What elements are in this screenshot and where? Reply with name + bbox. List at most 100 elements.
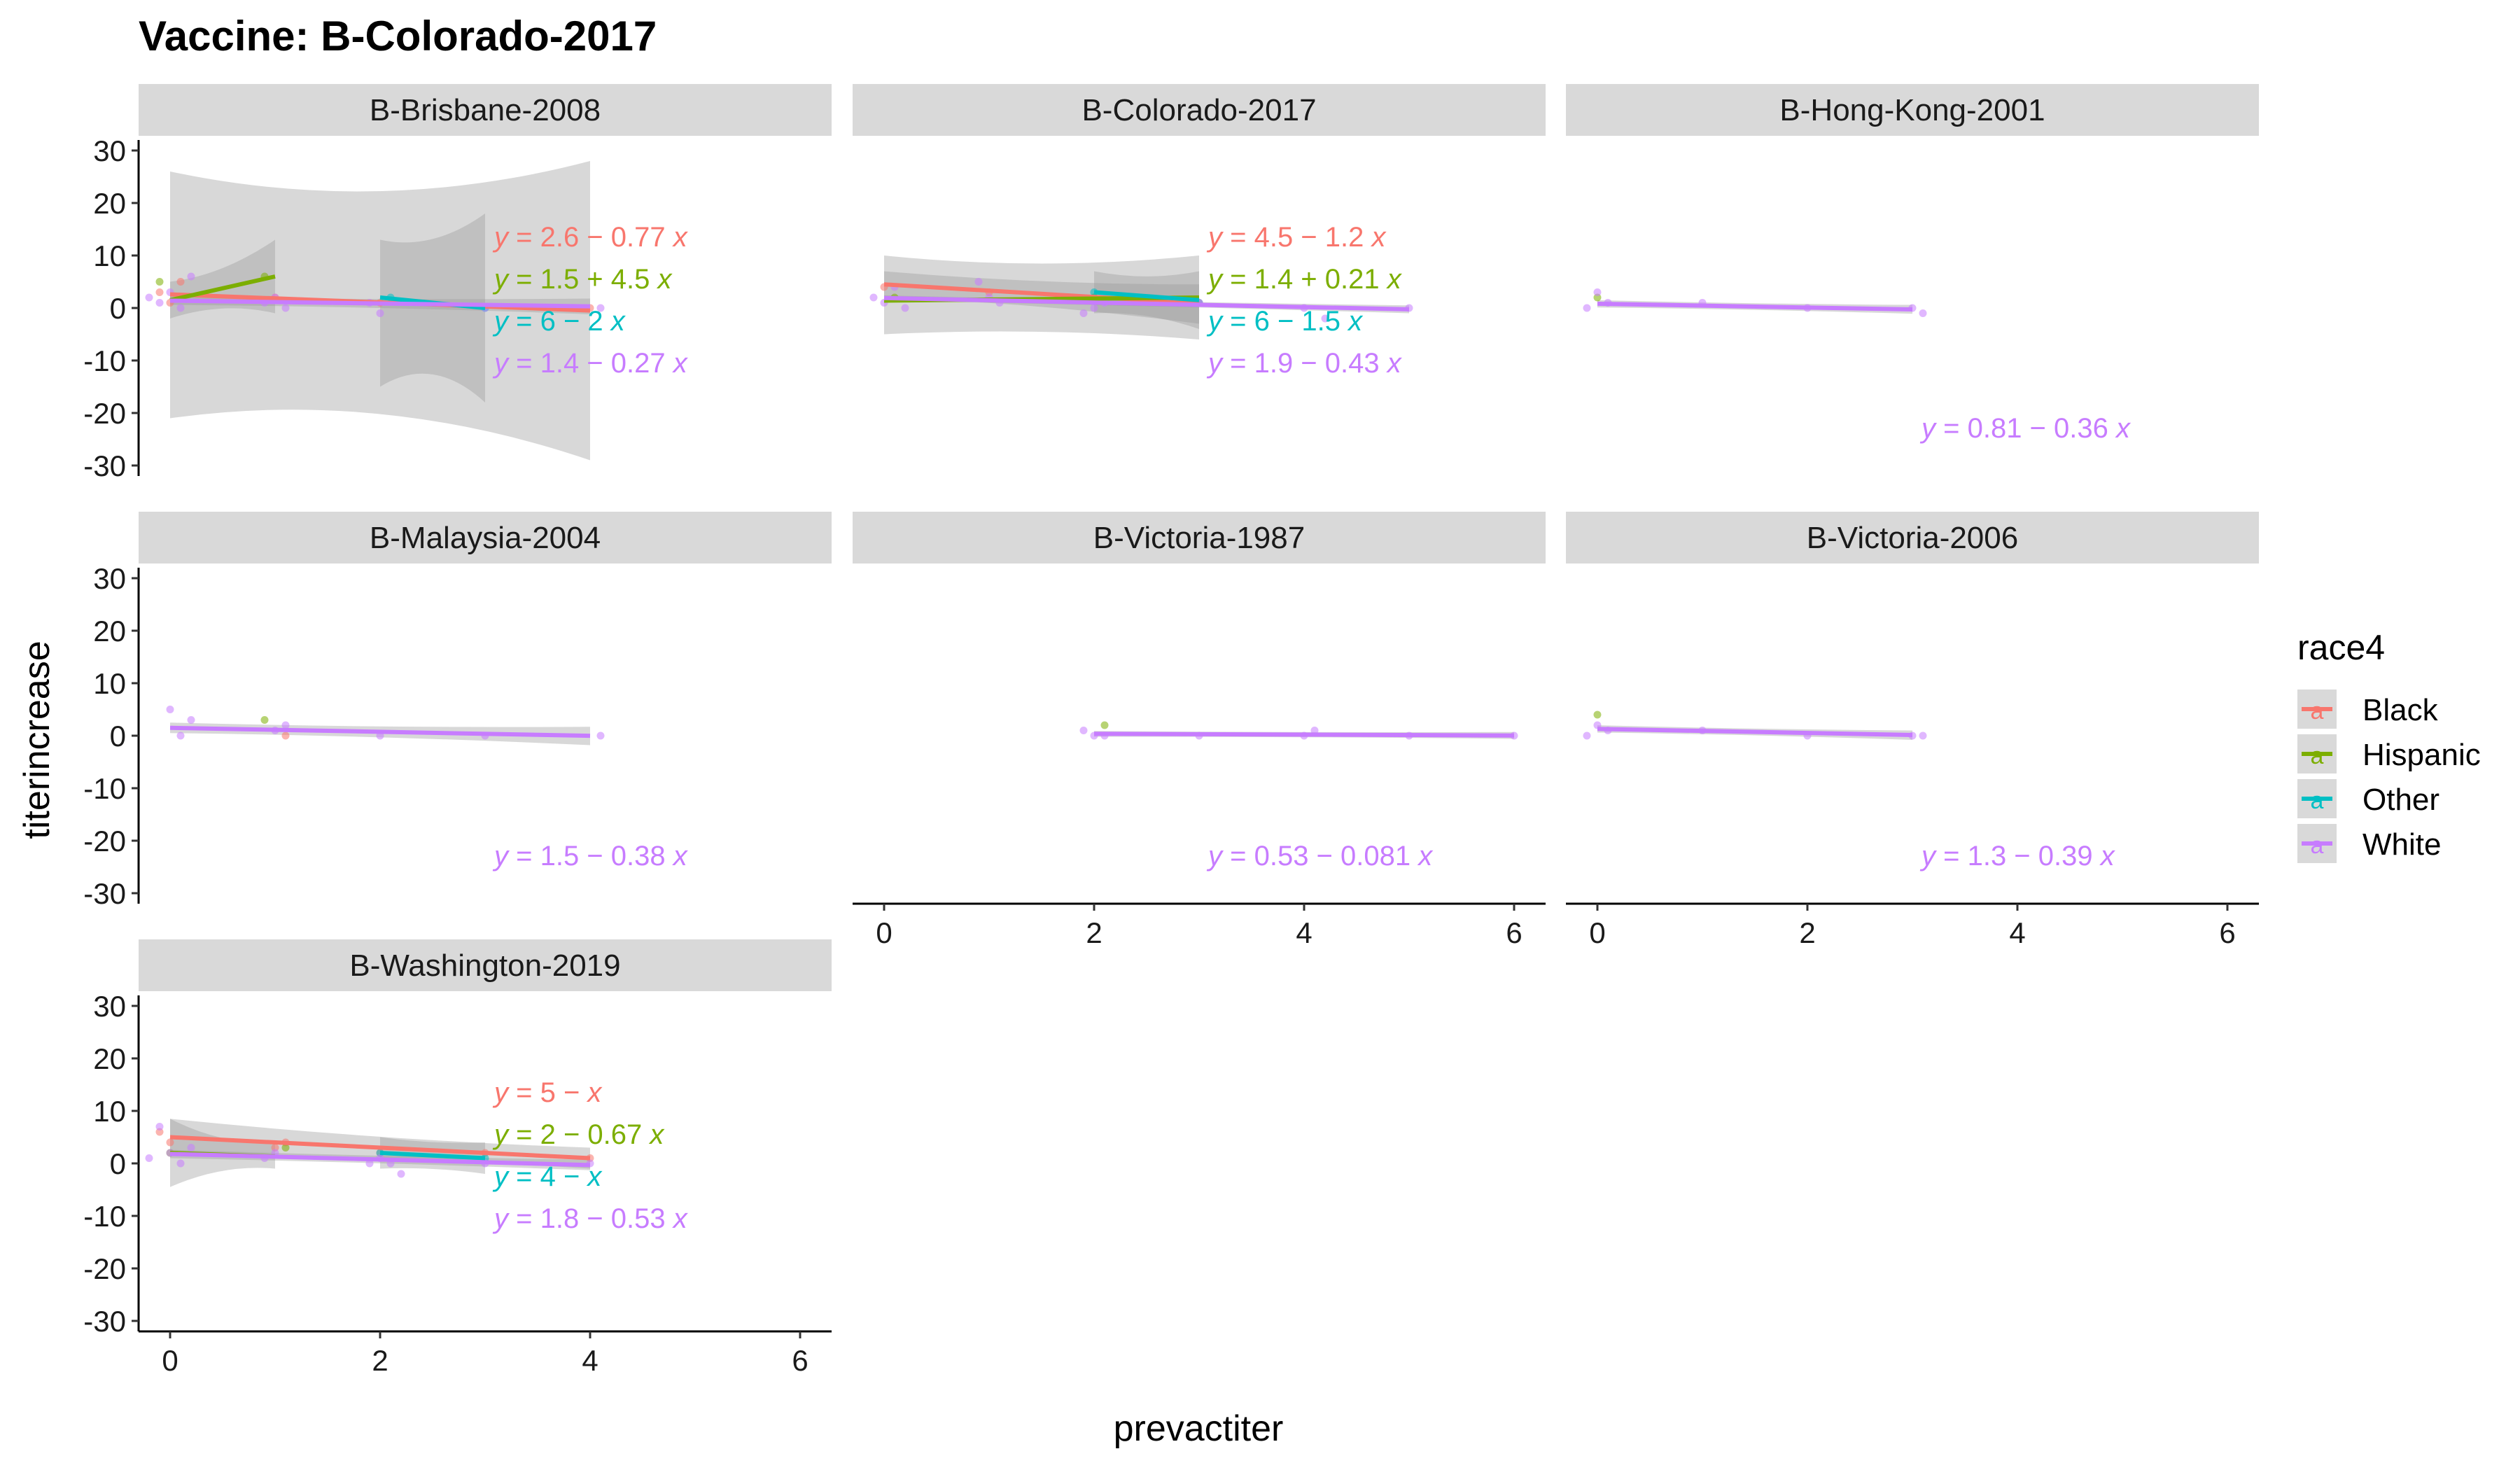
- strip-background: [1566, 84, 2259, 136]
- fit-line-white: [1597, 727, 1913, 738]
- y-tick-label: 0: [110, 292, 126, 325]
- x-tick-label: 0: [162, 1344, 178, 1377]
- y-tick-label: -20: [83, 1252, 126, 1285]
- panel-b-washington-2019: B-Washington-2019 -30 -20 -10 0 10 20 30 0 2 4 6 y =…: [83, 939, 832, 1377]
- panel-b-malaysia-2004: B-Malaysia-2004 -30 -20 -10 0 10 20 30 y = 1.5 −…: [83, 512, 832, 910]
- legend-key-glyph: a: [2311, 743, 2324, 769]
- strip-background: [139, 512, 832, 564]
- x-tick-label: 2: [1086, 916, 1102, 949]
- point-white: [281, 721, 290, 729]
- point-white: [397, 1170, 405, 1178]
- x-tick-label: 2: [1799, 916, 1815, 949]
- legend-label-other: Other: [2362, 783, 2440, 817]
- point-white: [1090, 304, 1098, 312]
- x-tick-label: 0: [1589, 916, 1605, 949]
- point-white: [596, 732, 605, 740]
- legend-key-glyph: a: [2311, 698, 2324, 724]
- x-tick-label: 4: [1296, 916, 1312, 949]
- strip-background: [139, 84, 832, 136]
- ci-band-other: [380, 214, 485, 402]
- legend-key-glyph: a: [2311, 788, 2324, 814]
- strip-label: B-Hong-Kong-2001: [1779, 93, 2045, 127]
- equation-white: y = 1.8 − 0.53 x: [492, 1203, 689, 1234]
- point-white: [974, 278, 983, 286]
- point-hispanic: [1100, 721, 1109, 729]
- y-tick-label: 10: [93, 1095, 126, 1128]
- point-white: [166, 706, 174, 713]
- point-white: [281, 304, 290, 312]
- strip-label: B-Malaysia-2004: [370, 521, 601, 555]
- legend-key-glyph: a: [2311, 832, 2324, 859]
- point-white: [1919, 732, 1927, 740]
- point-white: [187, 716, 195, 724]
- equation-hispanic: y = 2 − 0.67 x: [492, 1119, 665, 1150]
- legend-key-black: a: [2297, 690, 2337, 729]
- point-white: [1321, 314, 1329, 323]
- point-white: [901, 304, 909, 312]
- equation-black: y = 4.5 − 1.2 x: [1206, 222, 1387, 253]
- point-white: [596, 304, 605, 312]
- x-tick-label: 4: [2009, 916, 2025, 949]
- point-hispanic: [1593, 710, 1602, 719]
- legend-label-black: Black: [2362, 693, 2439, 727]
- point-white: [145, 1154, 153, 1162]
- strip-background: [1566, 512, 2259, 564]
- equation-black: y = 2.6 − 0.77 x: [492, 222, 689, 253]
- equation-white: y = 1.5 − 0.38 x: [492, 841, 689, 872]
- equation-hispanic: y = 1.5 + 4.5 x: [492, 264, 673, 295]
- y-tick-label: 10: [93, 667, 126, 700]
- point-white: [365, 1159, 374, 1168]
- fit-line-white: [1597, 301, 1913, 312]
- equation-white: y = 1.4 − 0.27 x: [492, 348, 689, 379]
- fit-line-white: [169, 298, 591, 309]
- y-tick-label: 30: [93, 990, 126, 1023]
- chart-title: Vaccine: B-Colorado-2017: [139, 13, 657, 59]
- strip-label: B-Victoria-2006: [1807, 521, 2018, 555]
- strip-background: [853, 84, 1546, 136]
- point-white: [1079, 309, 1088, 317]
- point-hispanic: [281, 1144, 290, 1152]
- legend-title: race4: [2297, 628, 2385, 667]
- y-tick-label: -10: [83, 344, 126, 377]
- point-white: [187, 1144, 195, 1152]
- x-axis-title: prevactiter: [1114, 1408, 1284, 1449]
- y-tick-label: 20: [93, 615, 126, 648]
- x-tick-label: 0: [876, 916, 892, 949]
- equation-white: y = 1.3 − 0.39 x: [1919, 841, 2116, 872]
- legend-label-hispanic: Hispanic: [2362, 738, 2481, 772]
- equation-black: y = 5 − x: [492, 1077, 603, 1108]
- point-black: [155, 288, 164, 296]
- point-white: [376, 309, 384, 317]
- point-hispanic: [155, 278, 164, 286]
- point-black: [166, 1138, 174, 1147]
- point-white: [869, 293, 878, 302]
- strip-background: [853, 512, 1546, 564]
- x-tick-label: 6: [1506, 916, 1522, 949]
- legend-label-white: White: [2362, 827, 2441, 862]
- fit-line-other: [379, 1151, 486, 1161]
- panel-b-victoria-2006: B-Victoria-2006 0 2 4 6 y = 1.3 − 0.39 x: [1566, 512, 2259, 949]
- point-white: [155, 1123, 164, 1130]
- y-tick-label: -20: [83, 397, 126, 430]
- x-tick-label: 4: [582, 1344, 598, 1377]
- panel-b-hong-kong-2001: B-Hong-Kong-2001 y = 0.81 − 0.36 x: [1566, 84, 2259, 444]
- equation-white: y = 1.9 − 0.43 x: [1206, 348, 1403, 379]
- equation-other: y = 6 − 1.5 x: [1206, 306, 1364, 337]
- y-tick-label: -30: [83, 449, 126, 482]
- fit-line-other: [1093, 290, 1200, 302]
- fit-line-white: [169, 725, 591, 738]
- y-tick-label: -30: [83, 1305, 126, 1338]
- strip-label: B-Victoria-1987: [1093, 521, 1305, 555]
- point-black: [176, 278, 185, 286]
- y-tick-label: 0: [110, 1147, 126, 1180]
- fit-line-black: [169, 1135, 591, 1161]
- fit-line-white: [1093, 732, 1515, 738]
- legend: race4 a Black a Hispanic a Other a White: [2297, 628, 2481, 863]
- y-tick-label: 20: [93, 187, 126, 220]
- point-white: [1583, 304, 1591, 312]
- y-tick-label: -10: [83, 1200, 126, 1233]
- legend-key-hispanic: a: [2297, 734, 2337, 774]
- point-white: [1593, 288, 1602, 296]
